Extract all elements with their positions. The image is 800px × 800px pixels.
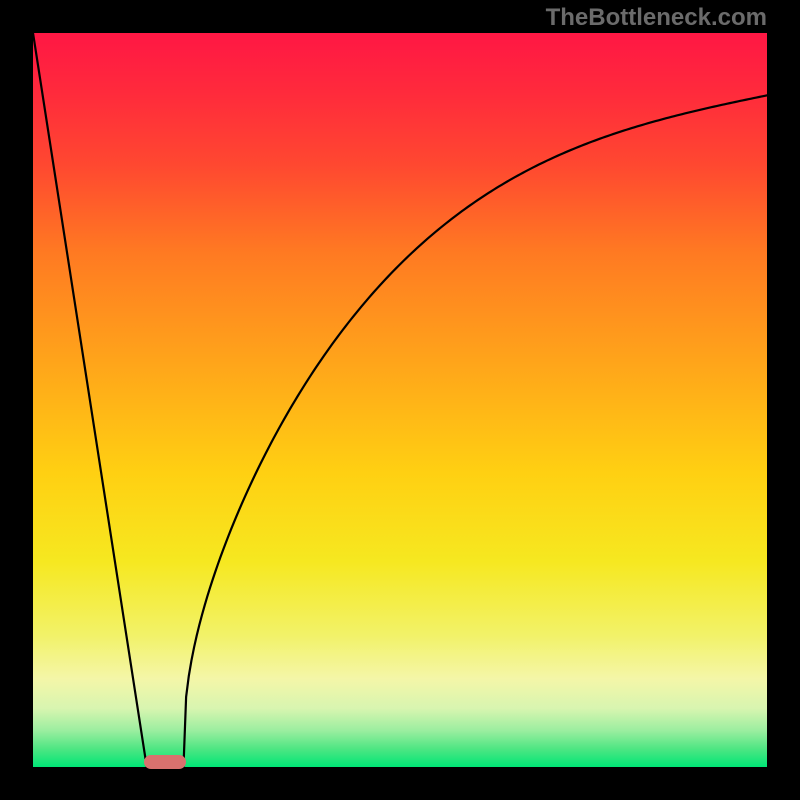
- watermark-text: TheBottleneck.com: [546, 4, 767, 32]
- chart-container: TheBottleneck.com: [0, 0, 800, 800]
- curve-left-line: [33, 33, 147, 767]
- plot-area: [33, 33, 767, 767]
- curve-right-path: [183, 95, 767, 767]
- plot-svg: [33, 33, 767, 767]
- bottleneck-marker: [144, 755, 186, 769]
